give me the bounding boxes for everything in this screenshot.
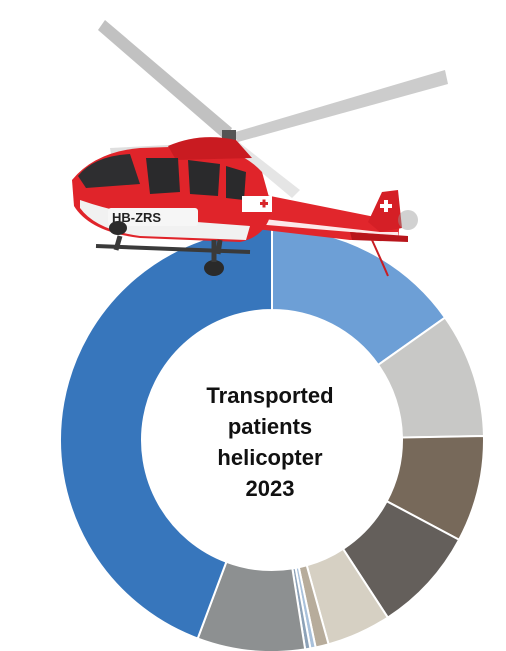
donut-slices [59,226,485,651]
stabilizer [350,232,408,242]
rotor-blade [98,20,232,140]
center-title-line: patients [227,414,313,439]
center-title-line: helicopter [217,445,323,470]
landing-gear-strut [113,235,223,255]
logo-cross-icon [262,199,266,208]
chart-center-title: Transported patients helicopter 2023 [170,380,370,504]
tail-boom [248,192,400,240]
tail-rotor [398,210,418,230]
center-title-line: 2023 [245,476,295,501]
tail-boom-stripe [255,218,398,236]
landing-wheel [204,260,224,276]
engine-cowling [168,137,252,160]
center-title-line: Transported [206,383,334,408]
cabin-window [188,160,220,196]
landing-wheel [109,221,127,235]
registration-text: HB-ZRS [112,210,161,225]
windshield [78,154,140,188]
registration-panel [108,208,198,226]
donut-hole [142,310,402,570]
helicopter-illustration: HB-ZRS [72,20,448,277]
cabin-window [146,158,180,194]
cabin-window [226,166,246,200]
landing-skid [95,244,251,254]
rotor-blade [232,70,448,142]
tail-cross-icon [384,200,388,212]
hoist-cable [371,239,389,277]
